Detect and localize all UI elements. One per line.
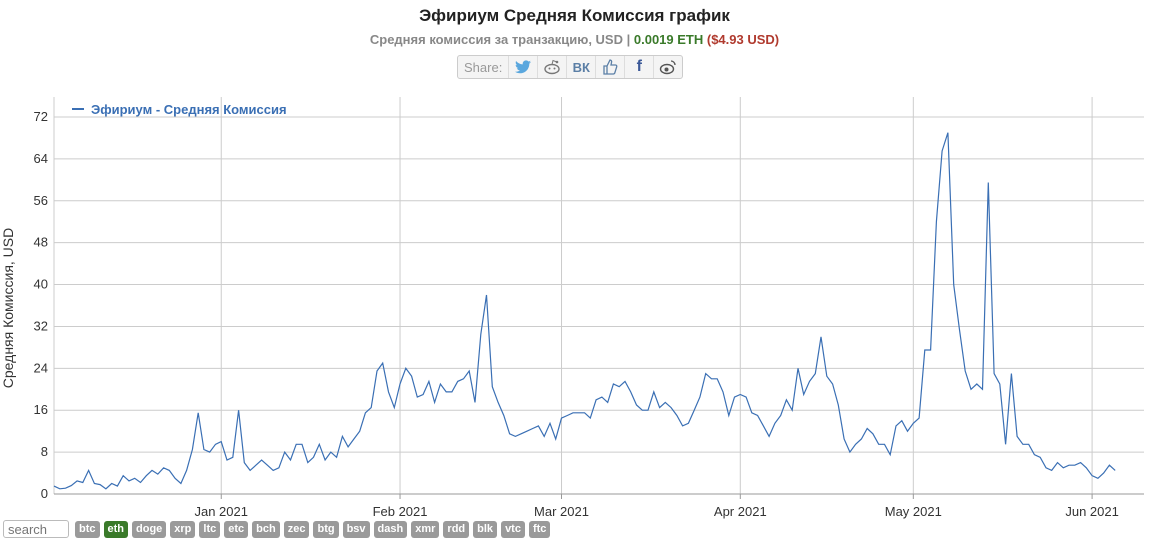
coin-button-eth[interactable]: eth — [103, 520, 128, 538]
chart-legend: Эфириум - Средняя Комиссия — [72, 102, 287, 117]
x-tick-label: Feb 2021 — [373, 504, 428, 519]
coin-button-blk[interactable]: blk — [473, 520, 498, 538]
search-input[interactable] — [3, 520, 69, 538]
coin-selector-bar: btcethdogexrpltcetcbchzecbtgbsvdashxmrrd… — [3, 520, 554, 538]
fee-line-chart: 0 8 16 24 32 40 48 56 64 72 Jan 2021 Feb 2021 Mar 2… — [0, 97, 1144, 519]
coin-button-bch[interactable]: bch — [252, 520, 280, 538]
vk-icon[interactable]: ВК — [566, 56, 595, 78]
y-tick-label: 72 — [34, 109, 48, 124]
reddit-icon[interactable] — [537, 56, 566, 78]
chart-grid — [53, 97, 1144, 499]
y-tick-label: 40 — [34, 277, 48, 292]
x-tick-label: Mar 2021 — [534, 504, 589, 519]
subtitle-separator: | — [623, 32, 634, 47]
y-tick-label: 32 — [34, 318, 48, 333]
y-tick-label: 48 — [34, 235, 48, 250]
coin-button-etc[interactable]: etc — [224, 520, 249, 538]
x-tick-label: May 2021 — [885, 504, 942, 519]
weibo-icon[interactable] — [653, 56, 682, 78]
coin-button-ltc[interactable]: ltc — [199, 520, 221, 538]
coin-button-dash[interactable]: dash — [373, 520, 408, 538]
y-axis-ticks: 0 8 16 24 32 40 48 56 64 72 — [34, 109, 48, 501]
x-axis-ticks: Jan 2021 Feb 2021 Mar 2021 Apr 2021 May 2021… — [194, 504, 1118, 519]
coin-list: btc eth doge xrp ltc etc bch zec btg bsv dash xmr rd… — [75, 520, 554, 538]
share-label: Share: — [464, 59, 503, 75]
y-tick-label: 8 — [41, 444, 48, 459]
share-bar: Share: ВК f — [457, 55, 684, 79]
coin-button-zec[interactable]: zec — [283, 520, 310, 538]
x-tick-label: Apr 2021 — [714, 504, 767, 519]
x-tick-label: Jun 2021 — [1065, 504, 1119, 519]
subtitle-usd-value: ($4.93 USD) — [706, 32, 780, 47]
coin-button-doge[interactable]: doge — [132, 520, 167, 538]
x-tick-label: Jan 2021 — [194, 504, 248, 519]
chart-subtitle: Средняя комиссия за транзакцию, USD | 0.… — [0, 32, 1149, 47]
y-axis-label: Средняя Комиссия, USD — [0, 228, 16, 388]
coin-button-xmr[interactable]: xmr — [411, 520, 440, 538]
y-tick-label: 24 — [34, 360, 48, 375]
like-icon[interactable] — [595, 56, 624, 78]
legend-label: Эфириум - Средняя Комиссия — [91, 102, 287, 117]
coin-button-btc[interactable]: btc — [75, 520, 100, 538]
coin-button-ftc[interactable]: ftc — [528, 520, 551, 538]
twitter-icon[interactable] — [508, 56, 537, 78]
subtitle-prefix: Средняя комиссия за транзакцию, USD — [369, 32, 623, 47]
y-tick-label: 64 — [34, 151, 48, 166]
facebook-icon[interactable]: f — [624, 56, 653, 78]
series-line-eth-fee — [53, 132, 1116, 490]
coin-button-vtc[interactable]: vtc — [501, 520, 525, 538]
page-title: Эфириум Средняя Комиссия график — [419, 6, 730, 25]
coin-button-xrp[interactable]: xrp — [170, 520, 196, 538]
y-tick-label: 16 — [34, 402, 48, 417]
coin-button-btg[interactable]: btg — [313, 520, 339, 538]
subtitle-eth-value: 0.0019 ETH — [633, 32, 704, 47]
y-tick-label: 56 — [34, 193, 48, 208]
y-tick-label: 0 — [41, 486, 48, 501]
coin-button-bsv[interactable]: bsv — [342, 520, 370, 538]
coin-button-rdd[interactable]: rdd — [443, 520, 470, 538]
